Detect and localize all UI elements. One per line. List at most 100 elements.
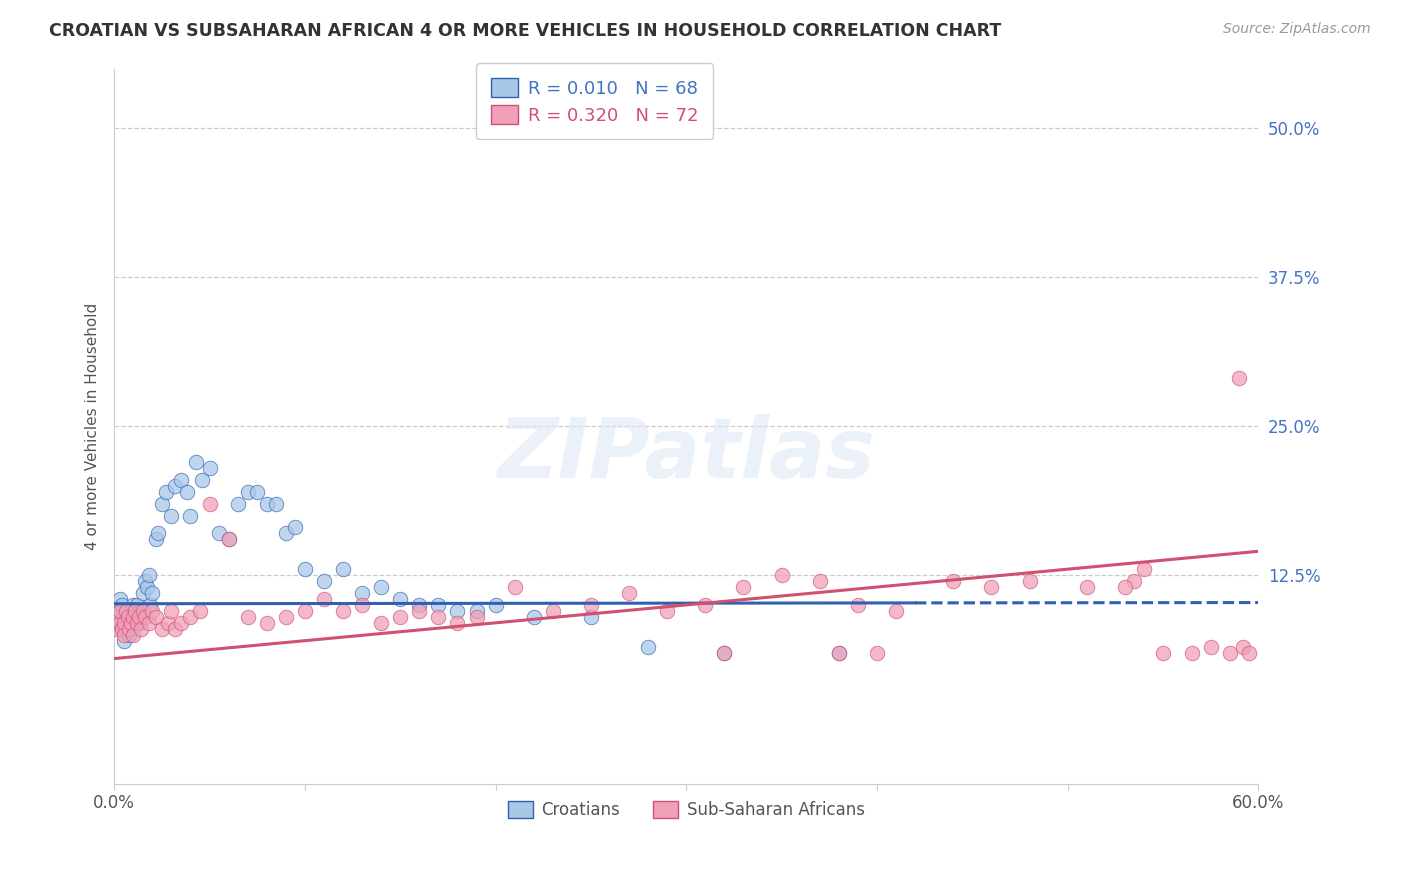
Point (112, 633, 135, 648)
Point (446, 604, 468, 618)
Point (128, 615, 150, 630)
Point (191, 473, 214, 487)
Point (523, 610, 546, 624)
Point (117, 610, 139, 624)
Point (770, 568, 793, 582)
Text: ZIPatlas: ZIPatlas (498, 414, 875, 495)
Point (132, 586, 155, 600)
Point (150, 497, 173, 511)
Point (146, 526, 169, 541)
Point (389, 610, 412, 624)
Text: CROATIAN VS SUBSAHARAN AFRICAN 4 OR MORE VEHICLES IN HOUSEHOLD CORRELATION CHART: CROATIAN VS SUBSAHARAN AFRICAN 4 OR MORE… (49, 22, 1001, 40)
Point (120, 622, 142, 636)
Point (389, 591, 412, 606)
Point (112, 610, 135, 624)
Point (124, 604, 146, 618)
Point (274, 526, 297, 541)
Point (114, 604, 136, 618)
Point (145, 533, 167, 547)
Point (160, 604, 183, 618)
Point (128, 610, 150, 624)
Point (427, 598, 450, 612)
Point (120, 615, 142, 630)
Point (105, 622, 128, 636)
Point (118, 610, 141, 624)
Point (111, 622, 134, 636)
Point (733, 580, 755, 594)
Point (141, 604, 163, 618)
Point (226, 497, 249, 511)
Point (111, 598, 134, 612)
Point (129, 622, 152, 636)
Point (155, 484, 177, 499)
Point (108, 604, 131, 618)
Point (111, 622, 134, 636)
Point (828, 646, 851, 660)
Point (465, 610, 488, 624)
Point (150, 622, 173, 636)
Point (134, 574, 156, 588)
Point (884, 604, 907, 618)
Point (370, 615, 392, 630)
Point (846, 598, 869, 612)
Point (1219, 646, 1241, 660)
Point (170, 615, 193, 630)
Point (108, 591, 131, 606)
Point (114, 604, 136, 618)
Point (294, 604, 316, 618)
Point (132, 604, 155, 618)
Point (179, 610, 201, 624)
Point (165, 479, 187, 493)
Legend: Croatians, Sub-Saharan Africans: Croatians, Sub-Saharan Africans (501, 794, 872, 825)
Point (198, 497, 221, 511)
Point (1232, 640, 1254, 654)
Point (108, 604, 131, 618)
Point (1227, 371, 1250, 385)
Point (156, 615, 179, 630)
Point (141, 586, 163, 600)
Point (256, 497, 278, 511)
Point (294, 562, 316, 576)
Point (695, 598, 717, 612)
Point (138, 568, 160, 582)
Point (579, 598, 602, 612)
Point (284, 520, 307, 534)
Point (312, 591, 335, 606)
Point (107, 615, 129, 630)
Point (637, 640, 659, 654)
Point (145, 610, 167, 624)
Point (208, 526, 231, 541)
Point (427, 610, 450, 624)
Point (236, 484, 259, 499)
Point (125, 610, 148, 624)
Point (117, 615, 139, 630)
Point (352, 586, 374, 600)
Point (124, 615, 146, 630)
Point (118, 628, 141, 642)
Point (122, 628, 145, 642)
Point (264, 497, 287, 511)
Point (713, 646, 735, 660)
Point (312, 574, 335, 588)
Point (866, 646, 889, 660)
Point (408, 604, 430, 618)
Point (125, 598, 148, 612)
Point (122, 598, 145, 612)
Point (129, 604, 152, 618)
Point (541, 604, 564, 618)
Point (118, 622, 141, 636)
Point (139, 598, 162, 612)
Point (129, 610, 152, 624)
Point (138, 615, 160, 630)
Point (134, 610, 156, 624)
Point (198, 460, 221, 475)
Point (1123, 574, 1146, 588)
Point (160, 508, 183, 523)
Text: Source: ZipAtlas.com: Source: ZipAtlas.com (1223, 22, 1371, 37)
Point (942, 574, 965, 588)
Point (120, 604, 142, 618)
Point (176, 484, 198, 499)
Point (117, 604, 139, 618)
Point (218, 533, 240, 547)
Point (135, 580, 157, 594)
